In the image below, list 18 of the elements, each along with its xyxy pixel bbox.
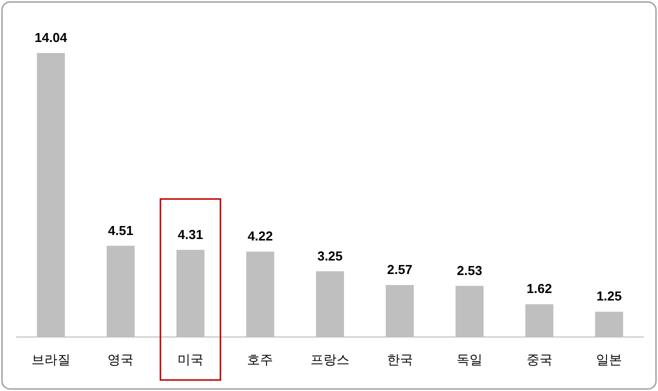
x-tick-label: 독일 xyxy=(456,352,483,367)
x-tick-label: 중국 xyxy=(526,352,552,367)
data-label: 2.57 xyxy=(387,262,412,278)
x-tick-label: 프랑스 xyxy=(310,352,350,367)
data-label: 4.22 xyxy=(248,228,273,244)
data-label: 4.51 xyxy=(108,222,134,238)
data-label: 4.31 xyxy=(178,226,204,242)
data-label: 2.53 xyxy=(456,262,482,278)
x-tick-label: 영국 xyxy=(108,352,134,367)
data-label: 14.04 xyxy=(34,30,68,45)
x-tick-label: 한국 xyxy=(386,352,413,367)
data-label: 1.62 xyxy=(526,281,552,296)
x-tick-label: 일본 xyxy=(596,352,622,367)
x-tick-label: 브라질 xyxy=(31,352,70,367)
x-tick-label: 미국 xyxy=(177,352,204,367)
x-tick-label: 호주 xyxy=(247,352,274,367)
data-label: 3.25 xyxy=(317,248,343,264)
data-label: 1.25 xyxy=(596,288,622,304)
